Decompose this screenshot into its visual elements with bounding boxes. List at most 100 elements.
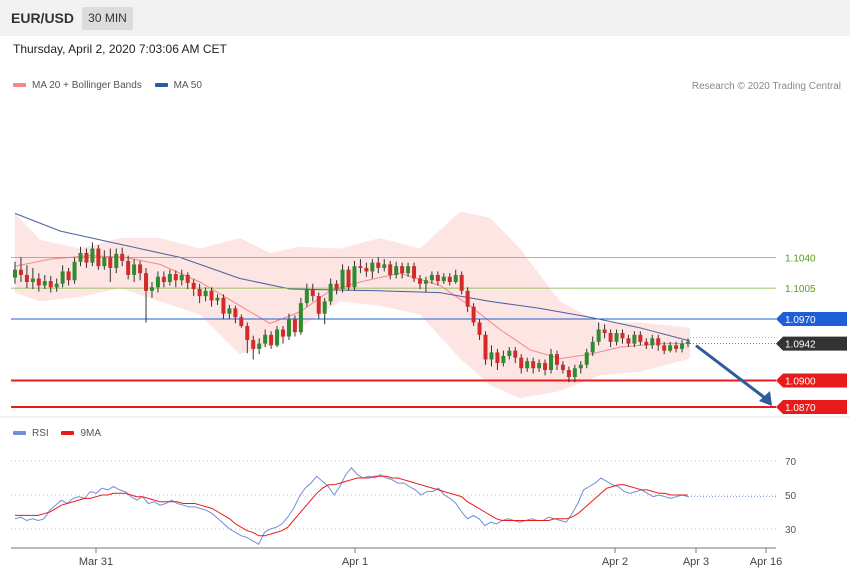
candle	[674, 341, 679, 353]
candle-body	[24, 274, 29, 282]
candle-body	[650, 338, 655, 346]
candle-body	[90, 248, 95, 263]
candle-body	[370, 262, 375, 272]
candle-body	[161, 276, 166, 282]
moving-averages	[14, 212, 691, 360]
candle-body	[346, 269, 351, 288]
candle-body	[54, 283, 59, 288]
candle	[370, 259, 375, 279]
candle-body	[108, 257, 113, 268]
rsi-panel: 70 50 30	[0, 416, 850, 546]
timeframe-badge[interactable]: 30 MIN	[82, 7, 133, 30]
time-axis: Mar 31 Apr 1 Apr 2 Apr 3 Apr 16	[11, 547, 782, 568]
legend-label-ma50: MA 50	[173, 80, 202, 91]
candle-body	[412, 266, 417, 279]
candle	[429, 271, 434, 284]
candle	[549, 348, 554, 374]
level-tags: 1.1040 1.1005 1.0970 1.0942 1.0900 1.0870	[776, 253, 847, 414]
candle-body	[572, 368, 577, 378]
candle-body	[638, 334, 643, 342]
candle	[501, 350, 506, 367]
candle	[412, 262, 417, 282]
level-tag-1.0870	[776, 399, 847, 414]
candle-body	[66, 271, 71, 281]
candle-body	[209, 290, 214, 301]
candle	[489, 345, 494, 367]
bollinger-band-area	[15, 211, 690, 399]
candle	[340, 264, 345, 293]
candle	[126, 255, 131, 280]
legend-item-ma50: MA 50	[154, 80, 202, 91]
candle	[144, 267, 149, 323]
candle-body	[179, 274, 184, 281]
candle	[54, 278, 59, 292]
candle-body	[632, 334, 637, 344]
candle-body	[149, 287, 154, 291]
candle	[310, 283, 315, 302]
candle	[459, 271, 464, 295]
legend-item-rsi-ma: 9MA	[61, 428, 101, 439]
candle-body	[495, 352, 500, 363]
candle	[358, 259, 363, 274]
candle-body	[126, 260, 131, 275]
candle	[173, 270, 178, 288]
candle-body	[477, 322, 482, 335]
candle-body	[417, 278, 422, 284]
candle	[686, 338, 690, 348]
candle-body	[596, 329, 601, 342]
candle-body	[36, 278, 41, 286]
candle-body	[513, 350, 518, 358]
candle	[316, 292, 321, 319]
candle-body	[465, 290, 470, 307]
candle	[221, 294, 226, 319]
candle	[286, 313, 291, 341]
candle	[167, 269, 172, 286]
candle-body	[364, 267, 369, 272]
candle	[662, 341, 667, 355]
candle	[36, 273, 41, 292]
candle	[519, 354, 524, 374]
candle	[42, 274, 47, 290]
legend-swatch-rsi	[13, 431, 26, 436]
candle	[608, 329, 613, 348]
candle	[590, 336, 595, 356]
candle-body	[459, 274, 464, 291]
research-credit: Research © 2020 Trading Central	[691, 81, 841, 92]
candle-body	[120, 253, 125, 261]
candle-body	[668, 345, 673, 351]
candle	[72, 257, 77, 284]
candle	[30, 267, 35, 290]
candle	[108, 248, 113, 282]
candle-body	[13, 269, 17, 278]
bollinger-bands	[15, 211, 690, 399]
candle-body	[102, 257, 107, 267]
candle	[525, 357, 530, 372]
candle	[298, 297, 303, 335]
candle-body	[334, 283, 339, 290]
candle	[66, 267, 71, 286]
candle	[596, 322, 601, 346]
candle	[388, 260, 393, 280]
candle-body	[453, 274, 458, 282]
candle	[435, 271, 440, 286]
instrument-symbol: EUR/USD	[11, 10, 75, 26]
candle	[680, 340, 685, 353]
candle	[483, 331, 488, 365]
candle-body	[423, 280, 428, 284]
candle-body	[96, 248, 101, 267]
candle-body	[322, 301, 327, 314]
candle	[251, 335, 256, 360]
candle	[96, 245, 101, 270]
candle-body	[48, 281, 53, 288]
candle-body	[292, 318, 297, 333]
candle-body	[620, 333, 625, 339]
candle-body	[429, 274, 434, 281]
legend-label-ma20: MA 20 + Bollinger Bands	[32, 80, 142, 91]
candle	[90, 242, 95, 267]
candle-body	[656, 338, 661, 346]
candle-body	[84, 252, 89, 263]
candle	[257, 338, 262, 355]
level-tag-1.0942	[776, 336, 847, 351]
candle	[60, 265, 65, 288]
